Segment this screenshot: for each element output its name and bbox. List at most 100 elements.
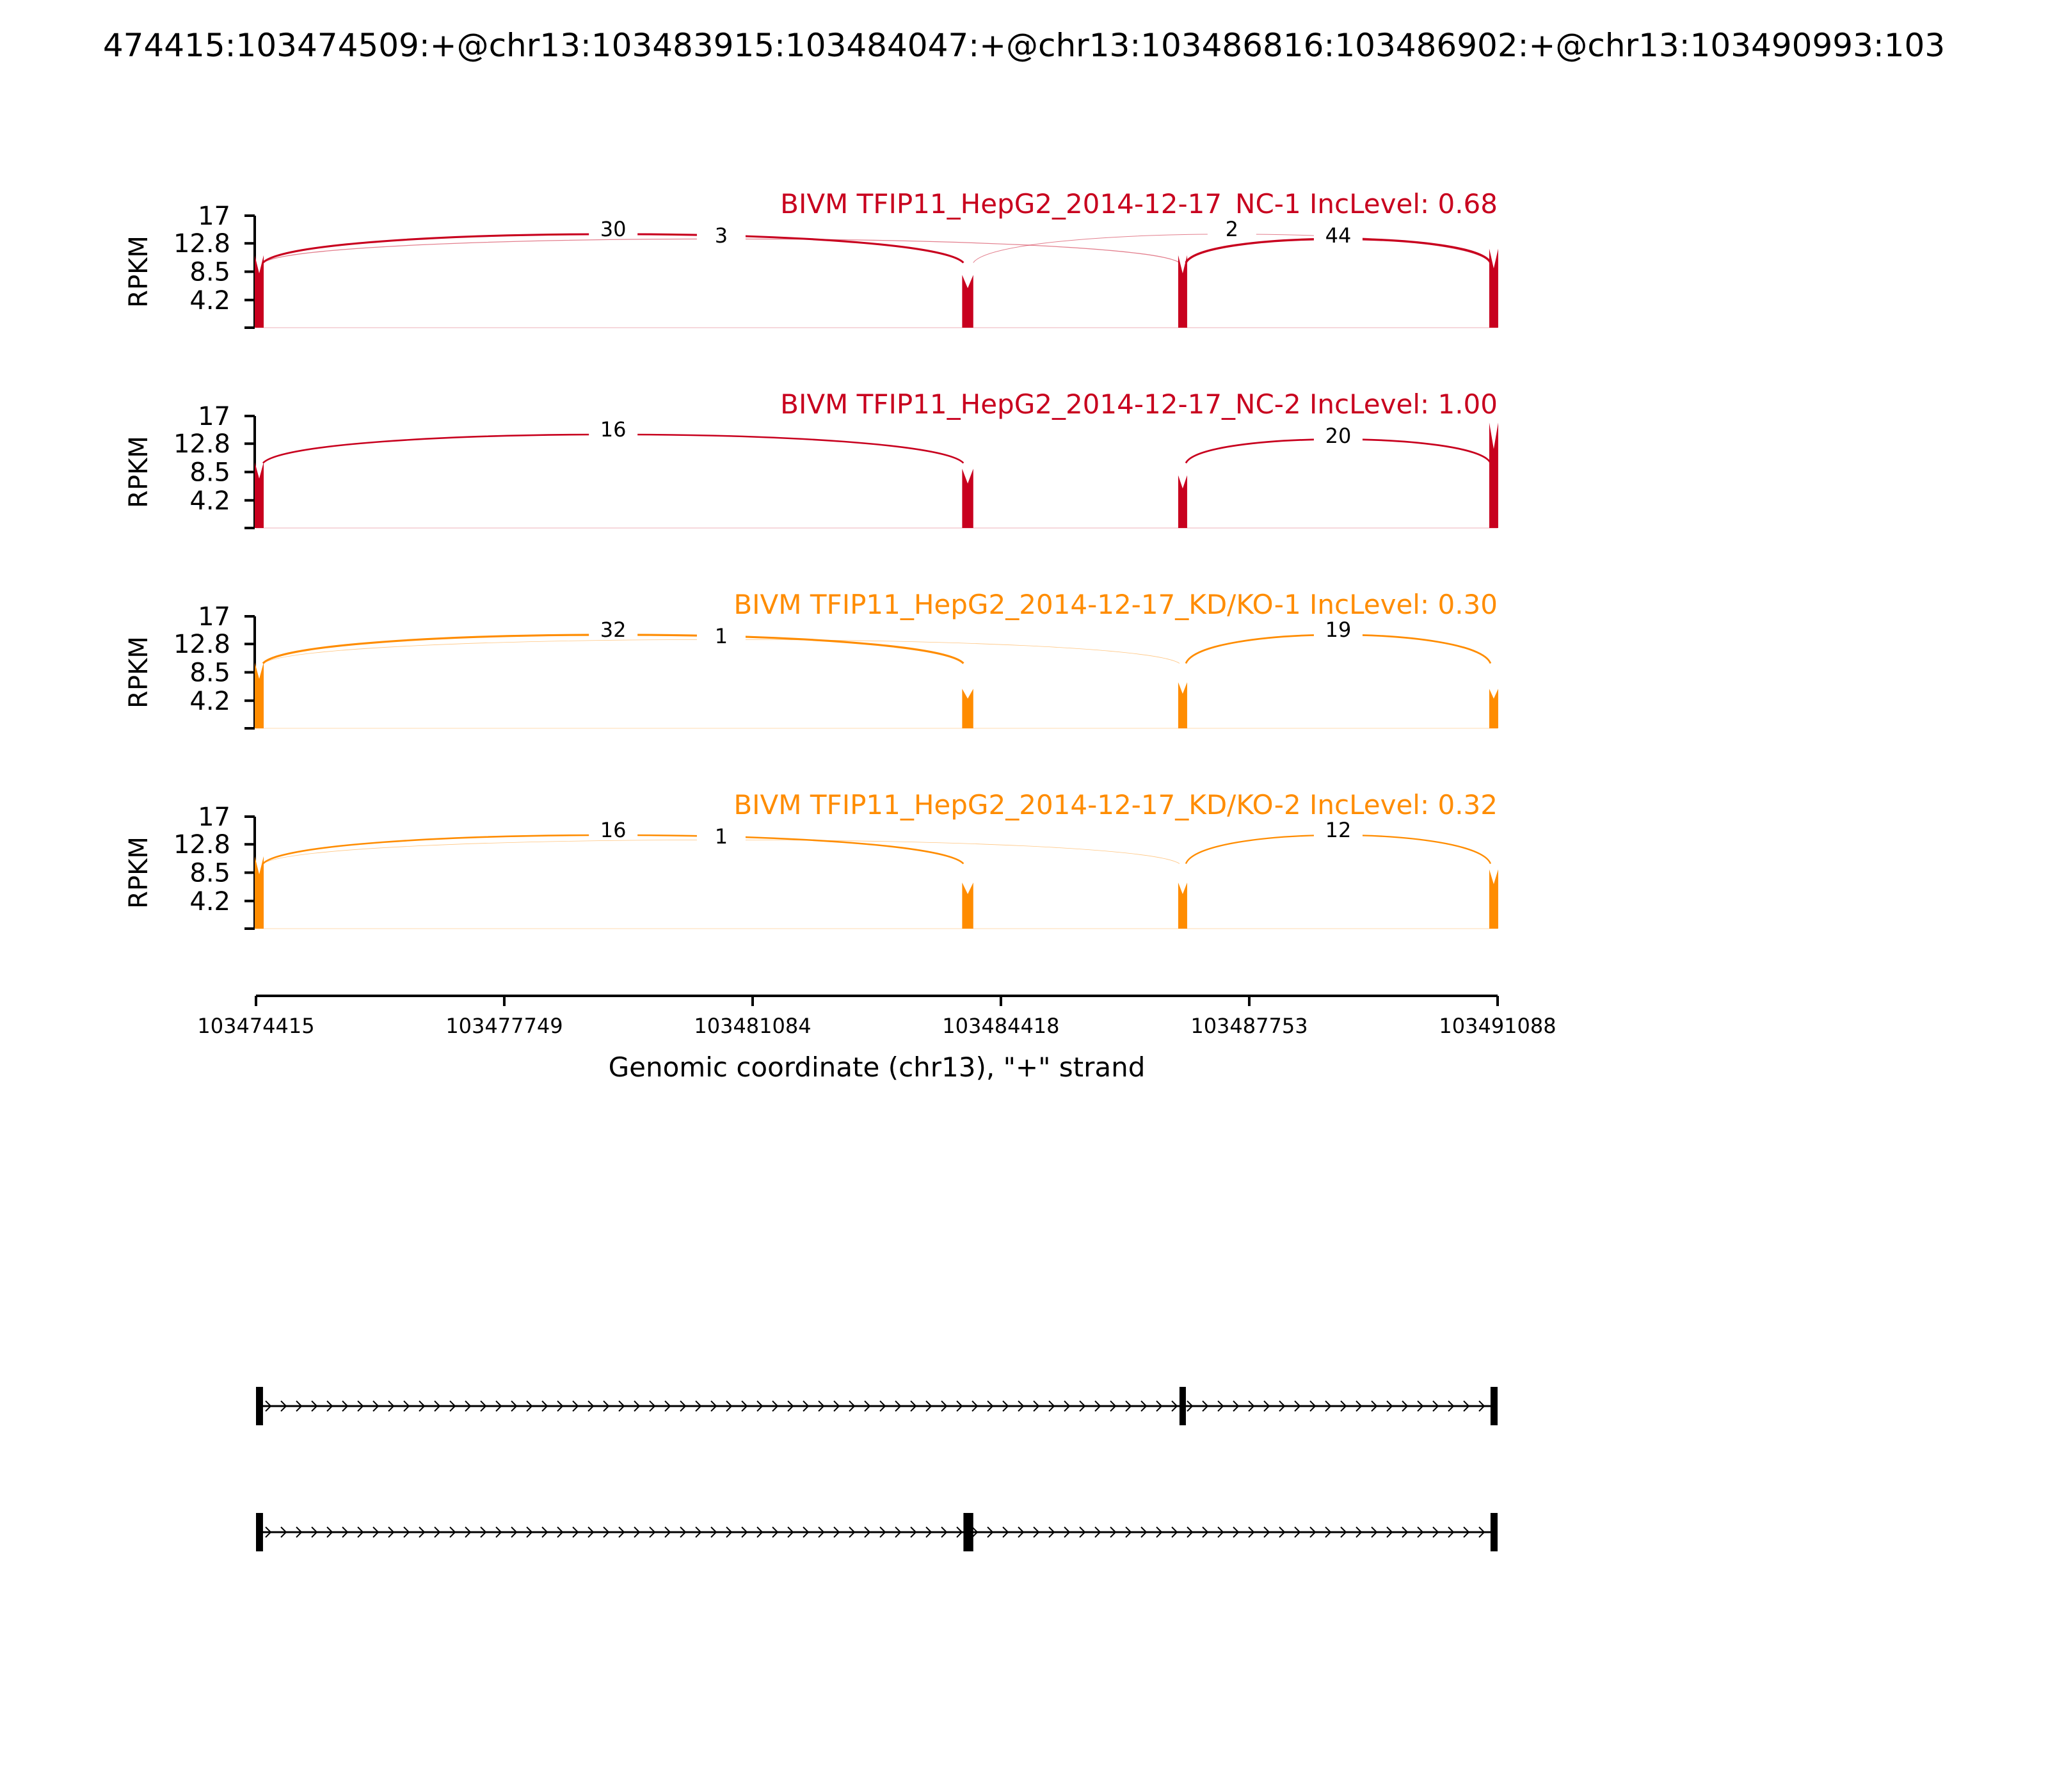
isoform-track: [256, 1387, 1498, 1551]
strand-arrow: [1386, 1526, 1393, 1538]
junction-count: 12: [1325, 818, 1352, 842]
strand-arrow: [1202, 1526, 1209, 1538]
strand-arrow: [1294, 1526, 1301, 1538]
strand-arrow: [925, 1400, 932, 1412]
strand-arrow: [1340, 1400, 1347, 1412]
junction-count: 20: [1325, 424, 1352, 448]
strand-arrow: [849, 1400, 856, 1412]
exon-coverage-peak: [962, 275, 973, 328]
strand-arrow: [1325, 1400, 1332, 1412]
strand-arrow: [449, 1400, 456, 1412]
strand-arrow: [1233, 1526, 1240, 1538]
strand-arrow: [265, 1400, 272, 1412]
junction-count-box: [696, 223, 746, 246]
strand-arrow: [649, 1526, 656, 1538]
strand-arrow: [803, 1400, 810, 1412]
strand-arrow: [1402, 1400, 1409, 1412]
strand-arrow: [372, 1526, 380, 1538]
x-tick-label: 103481084: [694, 1014, 811, 1038]
isoform-exon: [1490, 1513, 1498, 1551]
strand-arrow: [925, 1526, 932, 1538]
exon-coverage-peak: [962, 689, 973, 728]
junction-count-box: [1313, 818, 1363, 841]
strand-arrow: [772, 1400, 779, 1412]
y-tick-label: 12.8: [173, 229, 230, 259]
exon-coverage-peak: [255, 662, 264, 728]
strand-arrow: [680, 1400, 687, 1412]
strand-arrow: [910, 1400, 917, 1412]
strand-arrow: [296, 1400, 303, 1412]
strand-arrow: [1478, 1400, 1485, 1412]
strand-arrow: [849, 1526, 856, 1538]
strand-arrow: [956, 1400, 963, 1412]
strand-arrow: [726, 1526, 733, 1538]
x-tick-label: 103491088: [1439, 1014, 1556, 1038]
strand-arrow: [1463, 1526, 1470, 1538]
strand-arrow: [1171, 1400, 1178, 1412]
strand-arrow: [910, 1526, 917, 1538]
strand-arrow: [572, 1400, 579, 1412]
junction-count-box: [589, 818, 638, 841]
junction-count: 16: [600, 417, 627, 442]
strand-arrow: [1079, 1400, 1086, 1412]
strand-arrow: [511, 1526, 518, 1538]
strand-arrow: [1064, 1526, 1071, 1538]
exon-coverage-peak: [1489, 422, 1498, 528]
x-tick-label: 103487753: [1190, 1014, 1308, 1038]
strand-arrow: [1156, 1526, 1163, 1538]
strand-arrow: [1140, 1526, 1148, 1538]
isoform-exon: [1179, 1387, 1186, 1425]
strand-arrow: [1125, 1400, 1132, 1412]
strand-arrow: [618, 1526, 625, 1538]
sample-label: BIVM TFIP11_HepG2_2014-12-17_NC-1 IncLev…: [780, 188, 1498, 220]
strand-arrow: [1402, 1526, 1409, 1538]
strand-arrow: [1171, 1526, 1178, 1538]
strand-arrow: [541, 1526, 548, 1538]
junction-count: 16: [600, 818, 627, 842]
strand-arrow: [1432, 1526, 1439, 1538]
strand-arrow: [1463, 1400, 1470, 1412]
strand-arrow: [419, 1526, 426, 1538]
strand-arrow: [511, 1400, 518, 1412]
strand-arrow: [1309, 1400, 1316, 1412]
strand-arrow: [695, 1400, 702, 1412]
strand-arrow: [388, 1400, 395, 1412]
sample-label: BIVM TFIP11_HepG2_2014-12-17_NC-2 IncLev…: [780, 388, 1498, 420]
x-axis-label: Genomic coordinate (chr13), "+" strand: [609, 1052, 1146, 1083]
strand-arrow: [311, 1400, 318, 1412]
strand-arrow: [1263, 1526, 1270, 1538]
exon-coverage-peak: [1489, 689, 1498, 728]
junction-count: 30: [600, 217, 627, 241]
exon-coverage-peak: [255, 462, 264, 528]
strand-arrow: [1110, 1400, 1117, 1412]
x-tick-label: 103484418: [942, 1014, 1059, 1038]
y-tick-label: 12.8: [173, 830, 230, 860]
strand-arrow: [1233, 1400, 1240, 1412]
strand-arrow: [403, 1400, 410, 1412]
strand-arrow: [1417, 1400, 1424, 1412]
strand-arrow: [296, 1526, 303, 1538]
exon-coverage-peak: [1489, 248, 1498, 328]
strand-arrow: [833, 1526, 840, 1538]
strand-arrow: [541, 1400, 548, 1412]
junction-count: 19: [1325, 618, 1352, 642]
sample-label: BIVM TFIP11_HepG2_2014-12-17_KD/KO-2 Inc…: [733, 789, 1498, 820]
exon-coverage-peak: [1489, 869, 1498, 929]
strand-arrow: [588, 1400, 595, 1412]
strand-arrow: [557, 1400, 564, 1412]
strand-arrow: [1064, 1400, 1071, 1412]
junction-count-box: [1313, 223, 1363, 246]
junction-count-box: [1313, 424, 1363, 447]
y-axis-label: RPKM: [124, 836, 154, 909]
strand-arrow: [787, 1400, 794, 1412]
strand-arrow: [1371, 1400, 1378, 1412]
strand-arrow: [434, 1400, 441, 1412]
junction-count: 2: [1226, 217, 1238, 241]
strand-arrow: [1048, 1526, 1055, 1538]
isoform-exon: [256, 1513, 263, 1551]
strand-arrow: [1018, 1526, 1025, 1538]
strand-arrow: [1217, 1400, 1224, 1412]
